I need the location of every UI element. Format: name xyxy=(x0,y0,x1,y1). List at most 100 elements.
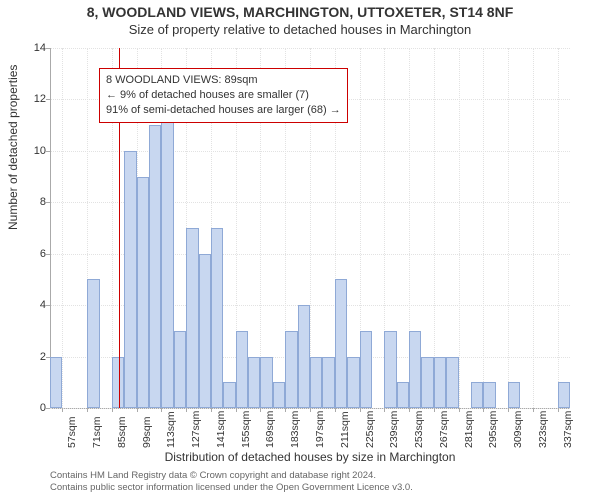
y-tick-mark xyxy=(46,408,50,409)
x-tick-label: 267sqm xyxy=(438,411,450,448)
x-tick-mark xyxy=(161,408,162,412)
x-tick-label: 71sqm xyxy=(91,416,103,448)
histogram-bar xyxy=(397,382,409,408)
x-tick-label: 253sqm xyxy=(413,411,425,448)
x-tick-label: 113sqm xyxy=(165,411,177,448)
y-tick-mark xyxy=(46,305,50,306)
x-tick-mark xyxy=(137,408,138,412)
histogram-bar xyxy=(273,382,285,408)
x-tick-label: 295sqm xyxy=(487,411,499,448)
x-tick-label: 281sqm xyxy=(463,411,475,448)
histogram-bar xyxy=(310,357,322,408)
x-axis-label: Distribution of detached houses by size … xyxy=(50,450,570,464)
x-tick-mark xyxy=(409,408,410,412)
x-tick-mark xyxy=(285,408,286,412)
x-tick-mark xyxy=(236,408,237,412)
x-tick-mark xyxy=(335,408,336,412)
title-line-2: Size of property relative to detached ho… xyxy=(0,22,600,37)
y-axis-label: Number of detached properties xyxy=(6,65,20,230)
x-tick-label: 141sqm xyxy=(215,411,227,448)
histogram-bar xyxy=(434,357,446,408)
chart-container: 8, WOODLAND VIEWS, MARCHINGTON, UTTOXETE… xyxy=(0,0,600,500)
x-tick-label: 225sqm xyxy=(364,411,376,448)
histogram-bar xyxy=(248,357,260,408)
y-tick-label: 10 xyxy=(28,145,46,157)
histogram-bar xyxy=(124,151,136,408)
x-tick-label: 127sqm xyxy=(190,411,202,448)
x-tick-mark xyxy=(186,408,187,412)
annotation-line-1: 8 WOODLAND VIEWS: 89sqm xyxy=(106,73,341,88)
x-tick-label: 183sqm xyxy=(289,411,301,448)
y-tick-label: 6 xyxy=(28,248,46,260)
y-tick-mark xyxy=(46,357,50,358)
histogram-bar xyxy=(87,279,99,408)
title-line-1: 8, WOODLAND VIEWS, MARCHINGTON, UTTOXETE… xyxy=(0,4,600,20)
histogram-bar xyxy=(137,177,149,408)
credits: Contains HM Land Registry data © Crown c… xyxy=(50,470,580,494)
histogram-bar xyxy=(384,331,396,408)
y-tick-mark xyxy=(46,202,50,203)
annotation-line-2: ← 9% of detached houses are smaller (7) xyxy=(106,88,341,103)
x-tick-mark xyxy=(533,408,534,412)
y-tick-mark xyxy=(46,254,50,255)
x-tick-label: 155sqm xyxy=(240,411,252,448)
y-tick-label: 8 xyxy=(28,196,46,208)
histogram-bar xyxy=(322,357,334,408)
histogram-bar xyxy=(483,382,495,408)
x-tick-mark xyxy=(558,408,559,412)
x-tick-label: 323sqm xyxy=(537,411,549,448)
x-tick-mark xyxy=(112,408,113,412)
x-tick-mark xyxy=(260,408,261,412)
x-tick-label: 337sqm xyxy=(562,411,574,448)
x-tick-mark xyxy=(87,408,88,412)
y-tick-mark xyxy=(46,48,50,49)
annotation-line-3: 91% of semi-detached houses are larger (… xyxy=(106,103,341,118)
x-tick-mark xyxy=(310,408,311,412)
chart-plot-area: 8 WOODLAND VIEWS: 89sqm ← 9% of detached… xyxy=(50,48,570,409)
y-tick-label: 14 xyxy=(28,42,46,54)
x-tick-label: 99sqm xyxy=(141,416,153,448)
x-tick-label: 239sqm xyxy=(388,411,400,448)
histogram-bar xyxy=(558,382,570,408)
histogram-bar xyxy=(446,357,458,408)
y-tick-label: 2 xyxy=(28,351,46,363)
y-tick-mark xyxy=(46,151,50,152)
histogram-bar xyxy=(211,228,223,408)
x-tick-mark xyxy=(459,408,460,412)
x-tick-mark xyxy=(211,408,212,412)
y-tick-label: 12 xyxy=(28,93,46,105)
histogram-bar xyxy=(421,357,433,408)
y-tick-label: 0 xyxy=(28,402,46,414)
y-tick-mark xyxy=(46,99,50,100)
x-tick-label: 57sqm xyxy=(66,416,78,448)
x-tick-mark xyxy=(62,408,63,412)
histogram-bar xyxy=(186,228,198,408)
x-tick-mark xyxy=(434,408,435,412)
credits-line-1: Contains HM Land Registry data © Crown c… xyxy=(50,470,580,482)
x-tick-mark xyxy=(360,408,361,412)
histogram-bar xyxy=(347,357,359,408)
histogram-bar xyxy=(236,331,248,408)
y-tick-label: 4 xyxy=(28,299,46,311)
x-tick-mark xyxy=(508,408,509,412)
x-tick-mark xyxy=(483,408,484,412)
histogram-bar xyxy=(285,331,297,408)
x-tick-label: 309sqm xyxy=(512,411,524,448)
histogram-bar xyxy=(409,331,421,408)
histogram-bar xyxy=(149,125,161,408)
histogram-bar xyxy=(260,357,272,408)
histogram-bar xyxy=(174,331,186,408)
annotation-box: 8 WOODLAND VIEWS: 89sqm ← 9% of detached… xyxy=(99,68,348,123)
histogram-bar xyxy=(471,382,483,408)
histogram-bar xyxy=(223,382,235,408)
histogram-bar xyxy=(199,254,211,408)
histogram-bar xyxy=(335,279,347,408)
x-tick-label: 85sqm xyxy=(116,416,128,448)
histogram-bar xyxy=(50,357,62,408)
x-tick-label: 197sqm xyxy=(314,411,326,448)
x-tick-label: 169sqm xyxy=(264,411,276,448)
histogram-bar xyxy=(161,99,173,408)
credits-line-2: Contains public sector information licen… xyxy=(50,482,580,494)
histogram-bar xyxy=(298,305,310,408)
histogram-bar xyxy=(360,331,372,408)
